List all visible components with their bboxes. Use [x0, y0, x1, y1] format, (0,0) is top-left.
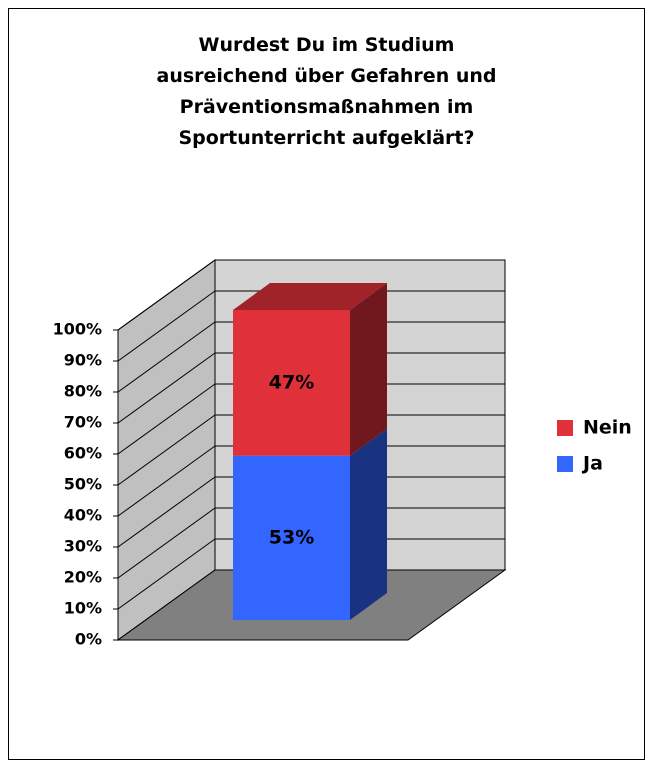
legend-swatch	[557, 456, 573, 472]
y-tick-label: 0%	[75, 630, 102, 649]
grid-line	[117, 352, 216, 424]
y-tick-label: 100%	[53, 320, 102, 339]
grid-line	[117, 445, 216, 517]
grid-line	[117, 383, 216, 455]
legend-label: Nein	[583, 417, 632, 439]
bar	[233, 455, 350, 620]
legend-swatch	[557, 420, 573, 436]
bar-top	[233, 283, 387, 310]
y-tick-label: 80%	[64, 382, 102, 401]
y-tick-label: 50%	[64, 475, 102, 494]
chart-title: Wurdest Du im Studium ausreichend über G…	[156, 34, 497, 149]
grid-line	[117, 290, 216, 362]
y-tick-label: 30%	[64, 537, 102, 556]
grid-line	[117, 321, 216, 393]
grid-line	[117, 259, 216, 331]
bar-side	[350, 283, 387, 456]
grid-line	[117, 414, 216, 486]
y-tick-label: 20%	[64, 568, 102, 587]
data-label: 47%	[269, 371, 314, 393]
y-tick-label: 70%	[64, 413, 102, 432]
grid-line	[117, 476, 216, 548]
y-tick-label: 90%	[64, 351, 102, 370]
y-tick-label: 60%	[64, 444, 102, 463]
data-label: 53%	[269, 526, 314, 548]
grid-line	[117, 538, 216, 610]
legend-label: Ja	[581, 453, 603, 475]
y-tick-label: 40%	[64, 506, 102, 525]
bar-side	[350, 428, 387, 620]
grid-line	[117, 507, 216, 579]
bar	[233, 310, 350, 456]
y-tick-label: 10%	[64, 599, 102, 618]
